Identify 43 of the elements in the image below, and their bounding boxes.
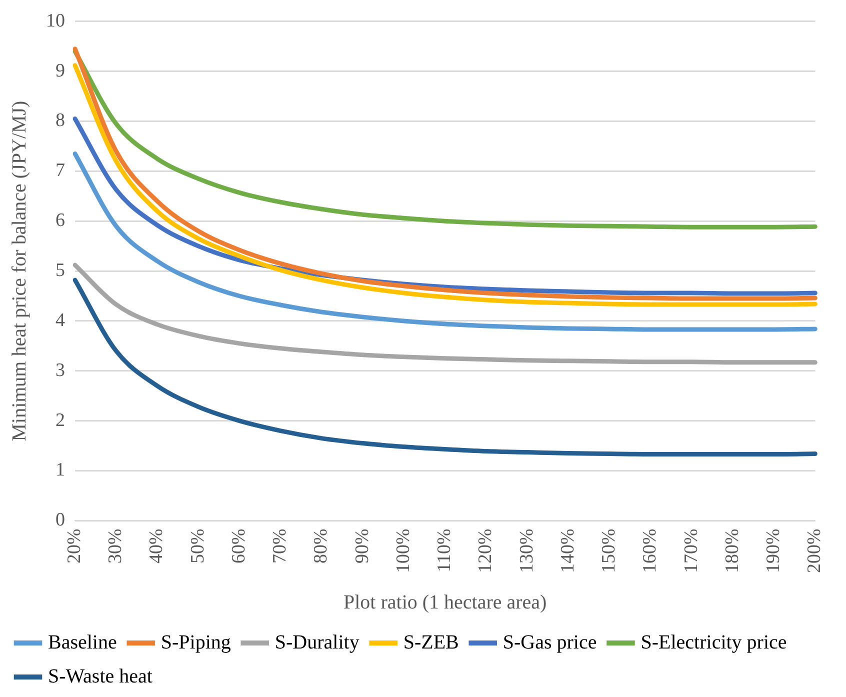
legend-label: Baseline [48, 631, 117, 654]
y-axis-title: Minimum heat price for balance (JPY/MJ) [8, 100, 30, 442]
line-series [72, 262, 818, 365]
x-tick-label: 130% [516, 528, 538, 573]
x-tick-label: 160% [640, 528, 661, 573]
y-tick-label: 9 [56, 60, 65, 82]
x-tick-label: 60% [228, 528, 250, 564]
x-tick-label: 100% [392, 528, 414, 573]
line-series [72, 151, 818, 332]
line-series [72, 49, 818, 230]
y-tick-label: 2 [56, 410, 65, 431]
x-tick-label: 40% [146, 528, 168, 564]
x-tick-label: 140% [557, 528, 578, 573]
legend-label: S-Gas price [502, 631, 597, 654]
y-tick-label: 0 [56, 510, 65, 531]
y-tick-label: 8 [56, 110, 65, 132]
x-tick-label: 120% [475, 528, 496, 573]
x-tick-label: 180% [722, 528, 743, 573]
x-tick-label: 150% [598, 528, 620, 573]
y-tick-label: 1 [56, 460, 65, 481]
x-tick-label: 30% [105, 528, 126, 564]
y-tick-label: 3 [56, 360, 65, 381]
legend-label: S-ZEB [403, 631, 459, 654]
legend-label: S-Durality [274, 631, 360, 654]
x-tick-label: 190% [763, 528, 784, 573]
y-tick-label: 7 [56, 160, 65, 182]
x-tick-label: 20% [64, 528, 85, 564]
legend-label: S-Piping [160, 631, 231, 654]
x-tick-label: 70% [270, 528, 291, 564]
legend-label: S-Waste heat [48, 665, 153, 688]
x-tick-label: 90% [352, 528, 373, 564]
y-tick-label: 5 [56, 260, 65, 282]
y-tick-label: 10 [46, 10, 65, 32]
y-tick-label: 4 [56, 310, 66, 331]
line-series [72, 278, 818, 457]
legend-label: S-Electricity price [640, 631, 787, 654]
x-tick-label: 200% [804, 528, 826, 573]
x-tick-label: 80% [310, 528, 332, 564]
x-axis-title: Plot ratio (1 hectare area) [343, 591, 547, 614]
x-tick-label: 110% [434, 528, 456, 572]
x-tick-label: 50% [187, 528, 208, 564]
x-tick-label: 170% [680, 528, 702, 573]
y-tick-label: 6 [56, 210, 65, 232]
